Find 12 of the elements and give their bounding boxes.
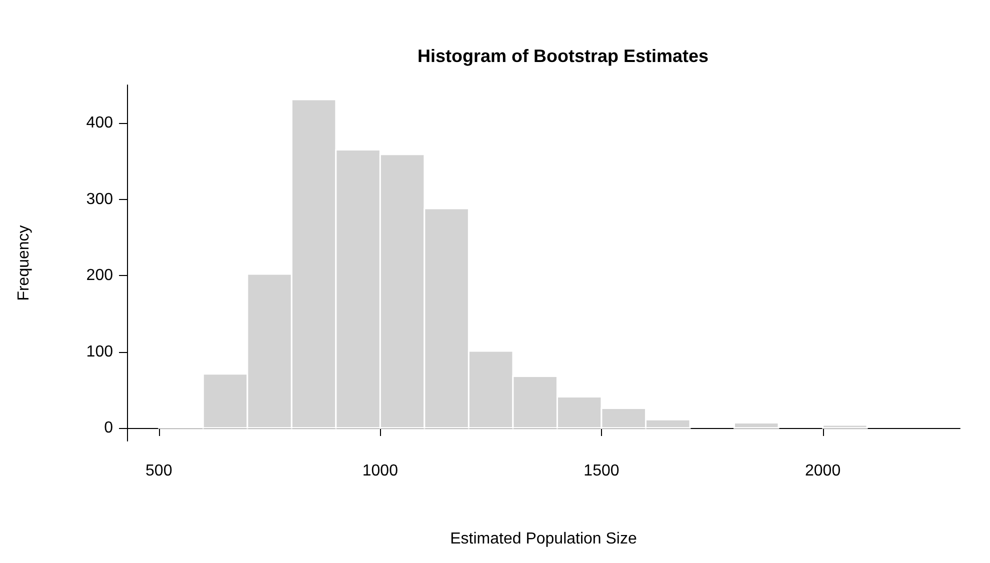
chart-title: Histogram of Bootstrap Estimates [417,46,709,66]
x-tick-label: 1500 [584,462,620,480]
y-tick-label: 0 [104,420,114,437]
y-axis-title: Frequency [16,225,32,301]
x-tick-label: 1000 [362,462,398,480]
y-tick-label: 200 [86,267,114,284]
x-axis-title: Estimated Population Size [450,530,637,548]
x-tick-label: 500 [146,462,172,480]
y-tick-label: 100 [86,343,114,360]
x-tick-label: 2000 [804,462,841,480]
y-tick-label: 400 [86,114,114,132]
y-tick-label: 300 [86,190,114,208]
